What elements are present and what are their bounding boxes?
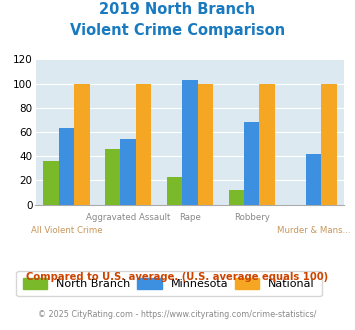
Bar (198, 83, 213, 205)
Bar (229, 190, 244, 205)
Bar (136, 83, 151, 205)
Text: Compared to U.S. average. (U.S. average equals 100): Compared to U.S. average. (U.S. average … (26, 272, 329, 282)
Text: © 2025 CityRating.com - https://www.cityrating.com/crime-statistics/: © 2025 CityRating.com - https://www.city… (38, 310, 317, 319)
Bar (43, 161, 59, 205)
Bar (74, 83, 89, 205)
Bar (105, 149, 120, 205)
Text: All Violent Crime: All Violent Crime (31, 226, 102, 235)
Text: Rape: Rape (179, 213, 201, 222)
Bar (182, 80, 198, 205)
Bar (321, 83, 337, 205)
Bar (260, 83, 275, 205)
Bar (120, 139, 136, 205)
Text: 2019 North Branch: 2019 North Branch (99, 2, 256, 16)
Text: Murder & Mans...: Murder & Mans... (277, 226, 350, 235)
Bar (244, 122, 260, 205)
Text: Robbery: Robbery (234, 213, 270, 222)
Text: Violent Crime Comparison: Violent Crime Comparison (70, 23, 285, 38)
Bar (59, 128, 74, 205)
Bar (306, 154, 321, 205)
Text: Aggravated Assault: Aggravated Assault (86, 213, 170, 222)
Bar (167, 177, 182, 205)
Legend: North Branch, Minnesota, National: North Branch, Minnesota, National (16, 271, 322, 296)
